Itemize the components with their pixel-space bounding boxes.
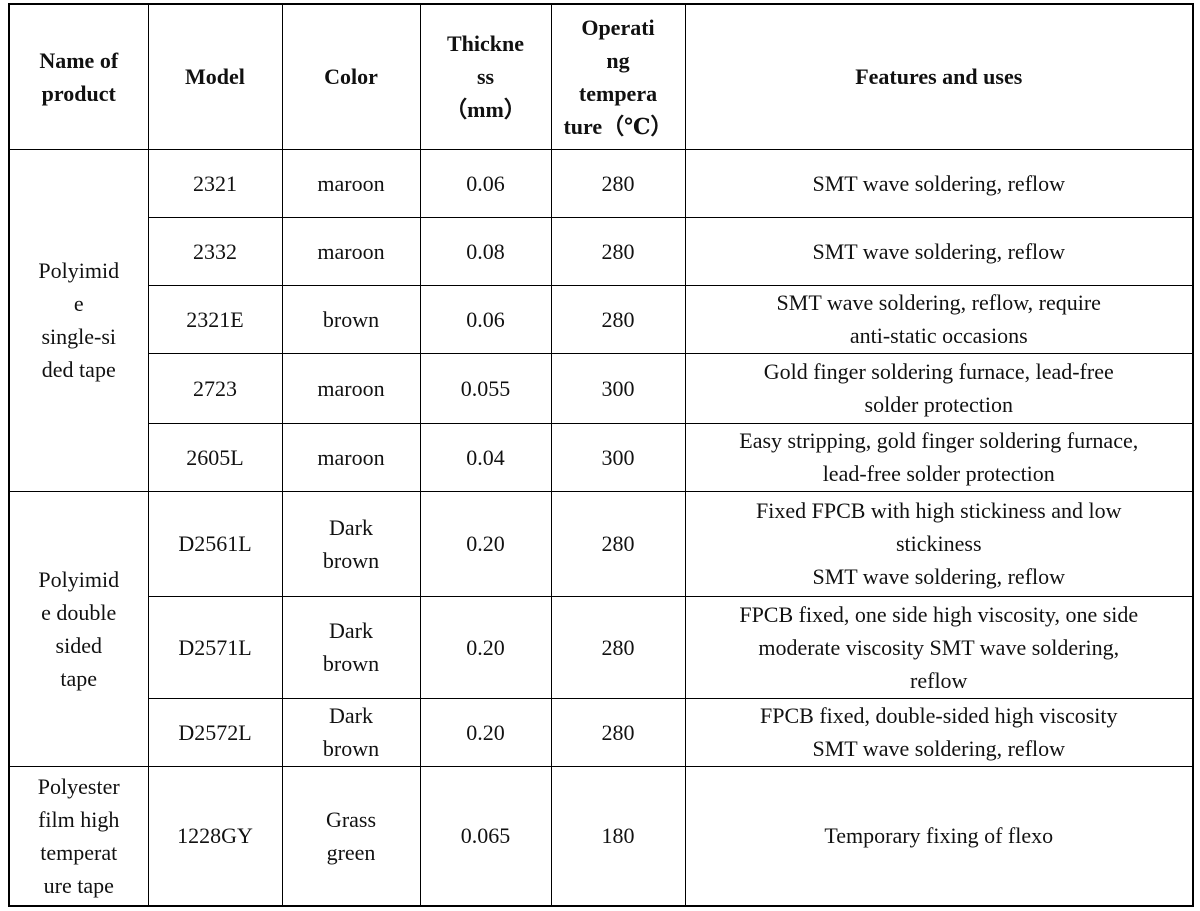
color-cell: Dark brown (281, 697, 421, 767)
table-row: 2332 maroon 0.08 280 SMT wave soldering, ref… (9, 216, 1194, 286)
color-cell: maroon (281, 352, 421, 424)
features-cell: FPCB fixed, double-sided high viscosity … (684, 697, 1194, 767)
model-cell: 1228GY (147, 765, 283, 907)
color-cell: brown (281, 284, 421, 354)
table-row: Polyester film high temperat ure tape 122… (8, 765, 1194, 907)
product-cell: Polyimid e double sided tape (8, 490, 149, 767)
thickness-cell: 0.04 (419, 422, 552, 492)
table-row: Polyimid e double sided tape D2561L Dark b… (8, 490, 1194, 767)
temperature-cell: 300 (550, 422, 686, 492)
temperature-cell: 280 (550, 697, 686, 767)
header-cell: Name of product (8, 3, 149, 150)
table-row: D2572L Dark brown 0.20 280 FPCB fixed, doubl… (9, 697, 1194, 767)
header-cell: Features and uses (684, 3, 1194, 150)
model-cell: 2605L (147, 422, 283, 492)
features-cell: SMT wave soldering, reflow (684, 148, 1194, 218)
header-cell: Thickne ss （mm） (419, 3, 552, 150)
thickness-cell: 0.065 (419, 765, 552, 907)
temperature-cell: 280 (550, 216, 686, 286)
temperature-cell: 300 (550, 352, 686, 424)
features-cell: Temporary fixing of flexo (684, 765, 1194, 907)
temperature-cell: 280 (550, 595, 686, 699)
header-cell: Operati ng tempera ture（℃） (550, 3, 686, 150)
features-cell: Easy stripping, gold finger soldering fu… (684, 422, 1194, 492)
header-row: Name of product Model Color Thickne ss （… (8, 3, 1194, 150)
color-cell: maroon (281, 422, 421, 492)
features-cell: SMT wave soldering, reflow, require anti… (684, 284, 1194, 354)
thickness-cell: 0.20 (419, 490, 552, 597)
model-cell: D2561L (147, 490, 283, 597)
color-cell: maroon (281, 148, 421, 218)
product-cell: Polyimid e single-si ded tape (8, 148, 149, 492)
color-cell: maroon (281, 216, 421, 286)
model-cell: D2571L (147, 595, 283, 699)
model-cell: D2572L (147, 697, 283, 767)
header-cell: Model (147, 3, 283, 150)
temperature-cell: 180 (550, 765, 686, 907)
thickness-cell: 0.08 (419, 216, 552, 286)
thickness-cell: 0.06 (419, 148, 552, 218)
table-row: 2321E brown 0.06 280 SMT wave soldering, ref… (9, 284, 1194, 354)
color-cell: Dark brown (281, 595, 421, 699)
table-row: Polyimid e single-si ded tape 2321 maroon 0… (8, 148, 1194, 492)
color-cell: Grass green (281, 765, 421, 907)
model-cell: 2723 (147, 352, 283, 424)
product-table: Name of product Model Color Thickne ss （… (8, 3, 1194, 907)
thickness-cell: 0.20 (419, 697, 552, 767)
color-cell: Dark brown (281, 490, 421, 597)
features-cell: FPCB fixed, one side high viscosity, one… (684, 595, 1194, 699)
thickness-cell: 0.06 (419, 284, 552, 354)
thickness-cell: 0.20 (419, 595, 552, 699)
table-row: D2571L Dark brown 0.20 280 FPCB fixed, one s… (9, 595, 1194, 699)
features-cell: SMT wave soldering, reflow (684, 216, 1194, 286)
table-row: 2723 maroon 0.055 300 Gold finger soldering … (9, 352, 1194, 424)
model-cell: 2321E (147, 284, 283, 354)
table-body: Polyimid e single-si ded tape 2321 maroon 0… (8, 148, 1194, 907)
temperature-cell: 280 (550, 490, 686, 597)
features-cell: Fixed FPCB with high stickiness and low … (684, 490, 1194, 597)
product-cell: Polyester film high temperat ure tape (8, 765, 149, 907)
header-cell: Color (281, 3, 421, 150)
features-cell: Gold finger soldering furnace, lead-free… (684, 352, 1194, 424)
model-cell: 2332 (147, 216, 283, 286)
temperature-cell: 280 (550, 148, 686, 218)
table-row: 2605L maroon 0.04 300 Easy stripping, gold f… (9, 422, 1194, 492)
thickness-cell: 0.055 (419, 352, 552, 424)
model-cell: 2321 (147, 148, 283, 218)
temperature-cell: 280 (550, 284, 686, 354)
